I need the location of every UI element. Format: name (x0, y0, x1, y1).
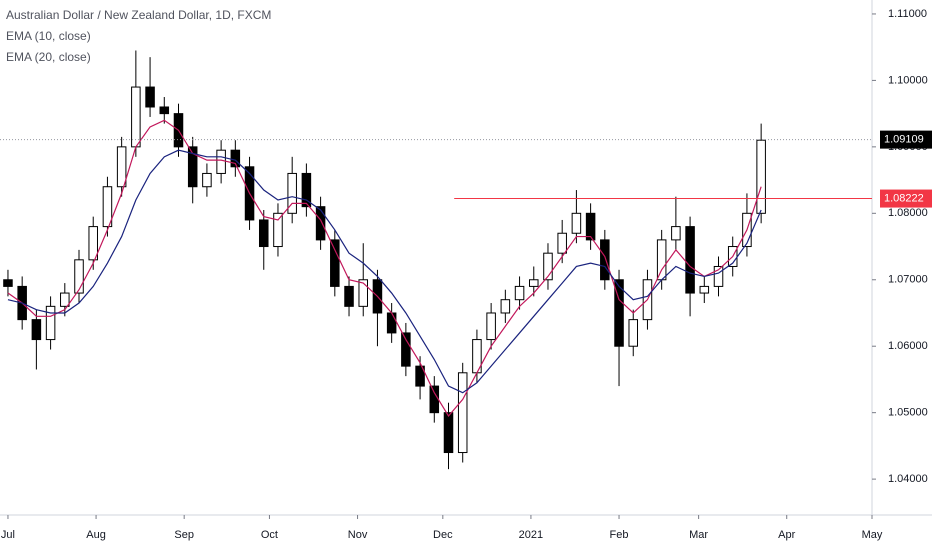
x-tick-label: Jul (1, 529, 15, 541)
candle-body (429, 385, 440, 414)
x-tick-label: Dec (433, 529, 453, 541)
x-tick-label: Oct (261, 529, 278, 541)
chart-title: Australian Dollar / New Zealand Dollar, … (6, 8, 271, 22)
plot-area (3, 50, 766, 470)
price-label: 1.09109 (884, 134, 924, 146)
candle-body (571, 212, 582, 234)
candle-body (713, 265, 724, 287)
y-tick-label: 1.05000 (888, 407, 928, 419)
candle-body (258, 219, 269, 248)
candle-body (486, 312, 496, 341)
candle-body (415, 365, 425, 387)
candle-body (315, 206, 326, 241)
candle-body (116, 146, 127, 188)
candle-body (230, 149, 241, 168)
candle-body (401, 332, 411, 367)
legend-entry: EMA (20, close) (6, 50, 91, 64)
candle-body (60, 292, 70, 307)
candle-body (131, 86, 141, 148)
candle-body (358, 279, 368, 307)
ema-line (7, 149, 762, 394)
candle-body (656, 239, 667, 281)
y-tick-label: 1.08000 (888, 207, 928, 219)
y-tick-label: 1.10000 (888, 74, 928, 86)
candle-body (74, 259, 84, 294)
candle-body (600, 239, 610, 281)
x-tick-label: Nov (348, 529, 368, 541)
candle-body (500, 299, 511, 314)
candle-body (31, 319, 42, 341)
candle-body (386, 312, 397, 334)
candle-body (3, 279, 13, 287)
x-tick-label: Aug (86, 529, 106, 541)
candle-body (145, 86, 155, 108)
legend-entry: EMA (10, close) (6, 29, 91, 43)
candle-body (344, 285, 354, 307)
candle-body (187, 146, 198, 188)
candle-body (671, 226, 681, 241)
candle-body (529, 279, 539, 287)
candle-body (202, 172, 212, 188)
y-tick-label: 1.11000 (888, 8, 927, 20)
y-tick-label: 1.04000 (888, 473, 928, 485)
price-label: 1.08222 (884, 192, 924, 204)
candle-body (457, 372, 468, 454)
price-label-box (880, 130, 932, 149)
candle-body (301, 172, 312, 208)
x-tick-label: Sep (174, 529, 194, 541)
candle-body (756, 139, 766, 214)
candle-body (45, 305, 56, 341)
candle-body (443, 412, 454, 454)
candle-body (88, 226, 98, 261)
x-tick-label: Mar (689, 529, 708, 541)
x-tick-label: Apr (778, 529, 795, 541)
candle-body (543, 252, 553, 281)
y-tick-label: 1.06000 (888, 340, 928, 352)
candle-body (287, 172, 297, 214)
candle-body (628, 319, 639, 347)
candle-body (614, 279, 624, 347)
candle-body (159, 106, 170, 115)
candle-body (514, 285, 525, 301)
candle-body (330, 239, 340, 287)
price-label-box (880, 189, 932, 208)
x-tick-label: Feb (610, 529, 629, 541)
candle-body (685, 226, 695, 294)
candle-body (699, 285, 710, 294)
y-tick-label: 1.07000 (888, 274, 928, 286)
candle-body (216, 149, 226, 174)
x-tick-label: May (862, 529, 883, 541)
candle-body (585, 212, 596, 241)
candle-body (102, 186, 113, 228)
candle-body (557, 232, 567, 254)
x-tick-label: 2021 (519, 529, 543, 541)
ema-line (7, 119, 762, 418)
candle-body (273, 212, 283, 248)
